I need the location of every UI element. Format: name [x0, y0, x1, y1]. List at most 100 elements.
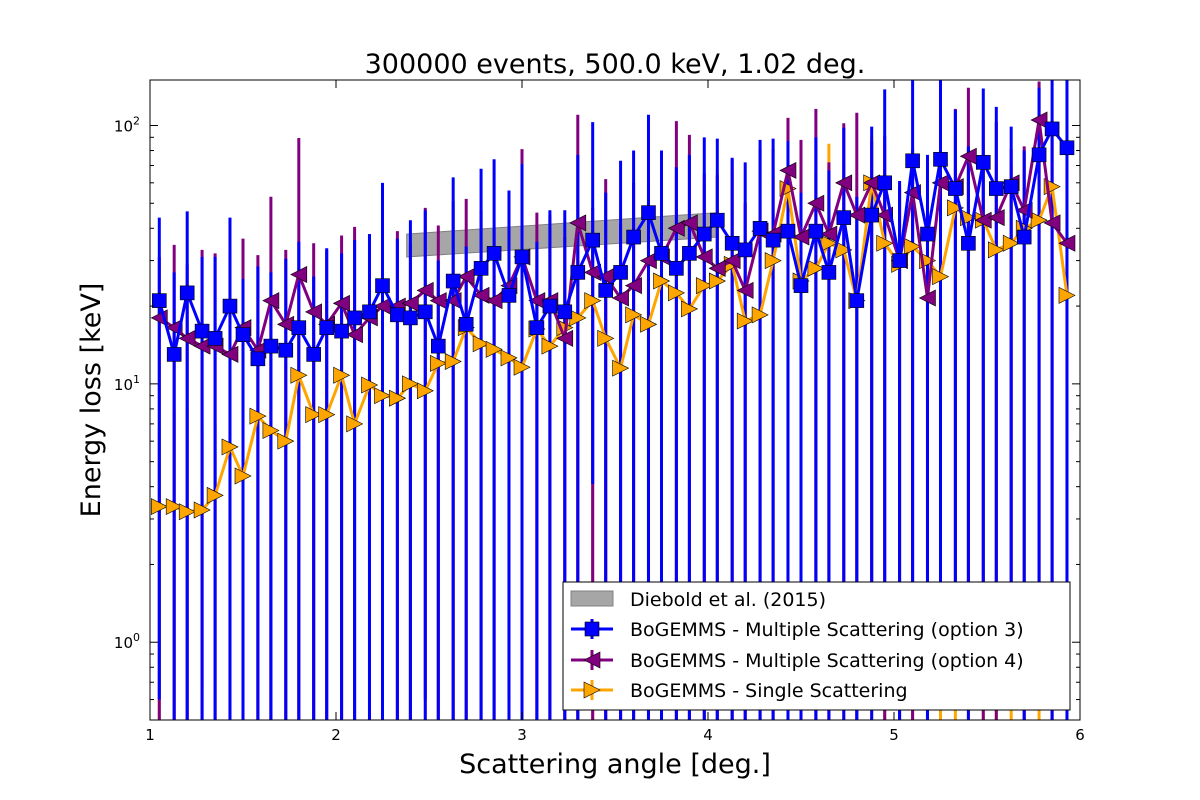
data-point-square [808, 223, 824, 239]
data-point-square [207, 331, 223, 346]
data-point-left-triangle [416, 281, 434, 299]
y-axis-title: Energy loss [keV] [76, 283, 107, 518]
data-point-square [291, 320, 307, 335]
data-point-right-triangle [249, 407, 267, 425]
data-point-square [961, 235, 976, 251]
legend-square-marker [584, 621, 600, 637]
data-point-square [752, 221, 768, 236]
data-point-left-triangle [569, 214, 587, 232]
data-point-right-triangle [444, 353, 462, 371]
data-point-right-triangle [513, 358, 531, 376]
data-point-square [278, 342, 294, 358]
data-point-right-triangle [318, 406, 336, 424]
axis-ticks: 1 2 3 4 5 6 100 101 102 [114, 80, 1085, 744]
data-point-right-triangle [1002, 234, 1020, 252]
data-point-right-triangle [500, 349, 518, 367]
data-point-square [1031, 147, 1047, 163]
data-point-right-triangle [305, 406, 323, 424]
data-point-square [780, 223, 796, 239]
data-point-square [933, 151, 948, 167]
data-point-square [557, 304, 573, 320]
x-tick-label: 1 [145, 726, 155, 744]
data-point-right-triangle [987, 241, 1005, 259]
data-point-right-triangle [736, 312, 754, 330]
data-point-left-triangle [290, 266, 308, 283]
data-point-square [836, 210, 852, 225]
data-point-right-triangle [333, 366, 351, 384]
data-point-square [737, 242, 753, 258]
data-point-right-triangle [708, 272, 726, 290]
x-tick-label: 6 [1075, 726, 1085, 744]
data-point-square [682, 246, 697, 261]
x-tick-label: 3 [517, 726, 527, 744]
data-point-left-triangle [807, 194, 825, 212]
data-point-left-triangle [695, 248, 713, 266]
data-point-square [669, 261, 684, 276]
data-point-right-triangle [668, 284, 686, 302]
data-point-square [905, 153, 920, 169]
data-point-square [1044, 121, 1060, 137]
x-tick-label: 4 [703, 726, 713, 744]
data-point-square [626, 229, 641, 245]
legend-label-option3: BoGEMMS - Multiple Scattering (option 3) [630, 619, 1024, 641]
data-point-square [821, 265, 837, 280]
data-point-left-triangle [1030, 111, 1048, 129]
data-point-square [1016, 229, 1032, 245]
data-point-square [585, 232, 600, 248]
data-point-square [152, 293, 167, 308]
data-point-square [654, 246, 669, 261]
data-point-right-triangle [416, 382, 434, 400]
data-point-right-triangle [653, 272, 671, 290]
data-point-square [417, 304, 433, 320]
y-tick-label: 100 [114, 631, 140, 652]
data-point-square [793, 278, 809, 293]
data-point-right-triangle [262, 421, 280, 439]
data-point-square [166, 347, 182, 362]
data-point-right-triangle [1030, 211, 1048, 229]
data-point-right-triangle [361, 376, 379, 394]
data-point-left-triangle [1043, 214, 1061, 232]
legend-entry-diebold: Diebold et al. (2015) [570, 589, 826, 611]
y-tick-label: 101 [114, 373, 140, 394]
data-point-square [641, 205, 656, 220]
data-point-left-triangle [472, 286, 490, 304]
series-line-tri-left [158, 118, 1069, 356]
data-point-right-triangle [1058, 286, 1076, 304]
data-point-square [724, 235, 740, 251]
data-point-left-triangle [624, 277, 642, 295]
data-point-left-triangle [305, 303, 322, 321]
data-point-square [765, 232, 781, 248]
data-point-right-triangle [597, 329, 615, 347]
data-point-right-triangle [346, 415, 364, 433]
data-point-left-triangle [457, 268, 475, 286]
data-point-left-triangle [1058, 234, 1076, 252]
data-point-right-triangle [485, 340, 503, 358]
legend: Diebold et al. (2015) BoGEMMS - Multiple… [562, 581, 1071, 711]
data-point-square [849, 293, 865, 308]
data-point-square [263, 338, 279, 354]
data-point-right-triangle [402, 375, 420, 393]
data-point-square [250, 351, 266, 367]
data-point-right-triangle [290, 366, 308, 384]
data-point-left-triangle [221, 345, 239, 363]
data-point-square [696, 226, 712, 242]
legend-label-single: BoGEMMS - Single Scattering [630, 680, 908, 702]
legend-entry-single: BoGEMMS - Single Scattering [571, 680, 908, 702]
legend-label-diebold: Diebold et al. (2015) [630, 589, 826, 611]
data-point-right-triangle [695, 277, 713, 295]
data-point-right-triangle [151, 498, 168, 516]
data-point-square [445, 273, 461, 289]
data-point-square [570, 265, 586, 280]
data-point-square [1003, 179, 1019, 194]
data-point-left-triangle [680, 214, 698, 232]
data-point-square [222, 298, 238, 314]
chart-title: 300000 events, 500.0 keV, 1.02 deg. [365, 49, 866, 80]
data-point-square [948, 181, 963, 196]
data-point-square [235, 327, 251, 342]
data-point-left-triangle [345, 326, 363, 344]
data-point-right-triangle [751, 306, 769, 324]
legend-right-triangle-marker [583, 681, 601, 699]
data-point-right-triangle [234, 467, 252, 485]
data-point-left-triangle [401, 294, 419, 312]
